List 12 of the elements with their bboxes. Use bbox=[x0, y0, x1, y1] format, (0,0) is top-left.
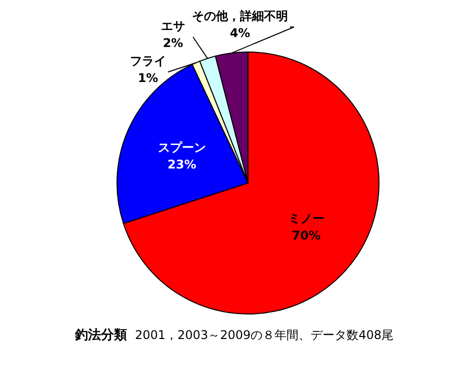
slice-label: エサ bbox=[161, 19, 185, 33]
data-label: 70% bbox=[292, 228, 321, 242]
slice-label: スプーン bbox=[158, 140, 206, 154]
slice-label: その他，詳細不明 bbox=[192, 9, 288, 23]
data-label: 23% bbox=[168, 157, 196, 172]
data-label: 4% bbox=[230, 26, 250, 40]
data-label: 1% bbox=[138, 71, 158, 85]
text: 釣法分類 bbox=[74, 328, 127, 343]
text: 2001，2003～2009の８年間、データ数408尾 bbox=[135, 328, 394, 342]
slice-label: フライ bbox=[130, 54, 166, 68]
slice-label: ミノー bbox=[288, 211, 324, 226]
data-label: 2% bbox=[162, 36, 184, 50]
